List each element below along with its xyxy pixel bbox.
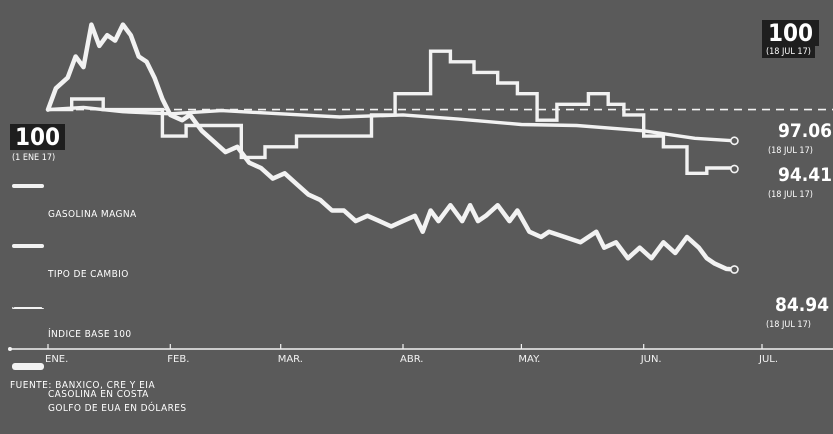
- series-end-point-tipo-de-cambio: [730, 136, 739, 146]
- series-line-casolina-en-costa-golfo-de-eua-en-dolares: [45, 22, 737, 272]
- legend-label-magna: GASOLINA MAGNA: [48, 209, 137, 220]
- chart-container: ENE. FEB. MAR. ABR. MAY. JUN. JUL. 100 (1 ENE …: [8, 20, 833, 414]
- legend-item-base: ÍNDICE BASE 100: [12, 300, 186, 342]
- x-tick-label-abr: ABR.: [400, 354, 423, 365]
- legend-item-magna: GASOLINA MAGNA: [12, 180, 186, 222]
- source-note: FUENTE: BANXICO, CRE Y EIA: [10, 380, 156, 391]
- x-tick-label-jun: JUN.: [640, 354, 662, 365]
- legend-label-base: ÍNDICE BASE 100: [48, 329, 132, 340]
- series-end-point-casolina-en-costa-golfo-de-eua-en-dolares: [730, 265, 739, 274]
- start-index-value: 100: [10, 124, 66, 150]
- line-chart: ENE. FEB. MAR. ABR. MAY. JUN. JUL.: [8, 22, 833, 365]
- legend: GASOLINA MAGNA TIPO DE CAMBIO ÍNDICE BAS…: [12, 180, 186, 434]
- legend-swatch-gulf: [12, 363, 44, 370]
- end-index-date: (18 JUL 17): [762, 46, 815, 58]
- x-tick-label-ene: ENE.: [45, 354, 68, 365]
- x-tick-label-mar: MAR.: [278, 354, 303, 365]
- end-label-fx-value: 97.06: [778, 120, 833, 142]
- legend-label-fx: TIPO DE CAMBIO: [48, 269, 129, 280]
- legend-item-fx: TIPO DE CAMBIO: [12, 240, 186, 282]
- end-label-gulf-value: 84.94: [775, 294, 830, 316]
- legend-swatch-fx: [12, 244, 44, 248]
- start-index-date: (1 ENE 17): [12, 153, 56, 163]
- x-tick-label-jul: JUL.: [758, 354, 778, 365]
- end-label-magna-value: 94.41: [778, 164, 833, 186]
- end-label-magna-date: (18 JUL 17): [768, 190, 813, 200]
- series-end-point-gasolina-magna: [730, 164, 739, 174]
- end-label-gulf-date: (18 JUL 17): [766, 320, 811, 330]
- legend-swatch-magna: [12, 184, 44, 188]
- legend-label-gulf: CASOLINA EN COSTA GOLFO DE EUA EN DÓLARE…: [48, 389, 187, 414]
- x-tick-label-may: MAY.: [518, 354, 540, 365]
- end-label-fx-date: (18 JUL 17): [768, 146, 813, 156]
- series-line-gasolina-magna: [46, 49, 737, 175]
- x-tick-label-feb: FEB.: [167, 354, 189, 365]
- series-line-tipo-de-cambio: [46, 105, 737, 143]
- x-axis-start-dot: [8, 347, 12, 351]
- end-index-value: 100: [762, 20, 820, 46]
- legend-swatch-base: [12, 307, 44, 309]
